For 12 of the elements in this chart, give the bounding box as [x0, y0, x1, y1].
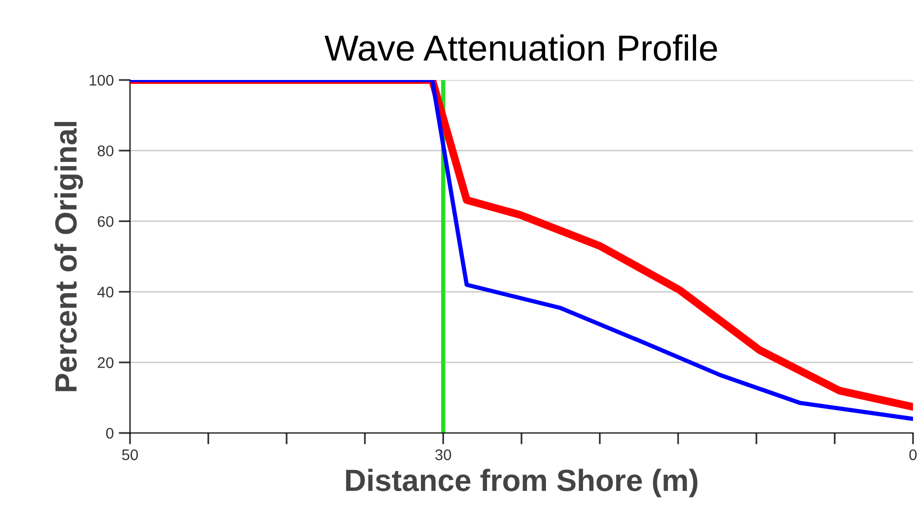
x-tick-label: 50: [122, 449, 138, 460]
y-tick-label: 100: [90, 74, 114, 86]
y-tick-label: 0: [106, 428, 114, 439]
x-axis-title: Distance from Shore (m): [346, 468, 698, 498]
x-tick-label: 0: [909, 449, 917, 460]
y-tick-label: 40: [97, 286, 114, 298]
y-tick-label: 20: [98, 357, 114, 368]
y-tick-label: 80: [98, 145, 114, 156]
y-axis-title: Percent of Original: [54, 122, 83, 392]
x-tick-label: 30: [435, 449, 452, 460]
y-tick-label: 60: [98, 216, 114, 227]
chart-title: Wave Attenuation Profile: [324, 34, 717, 61]
